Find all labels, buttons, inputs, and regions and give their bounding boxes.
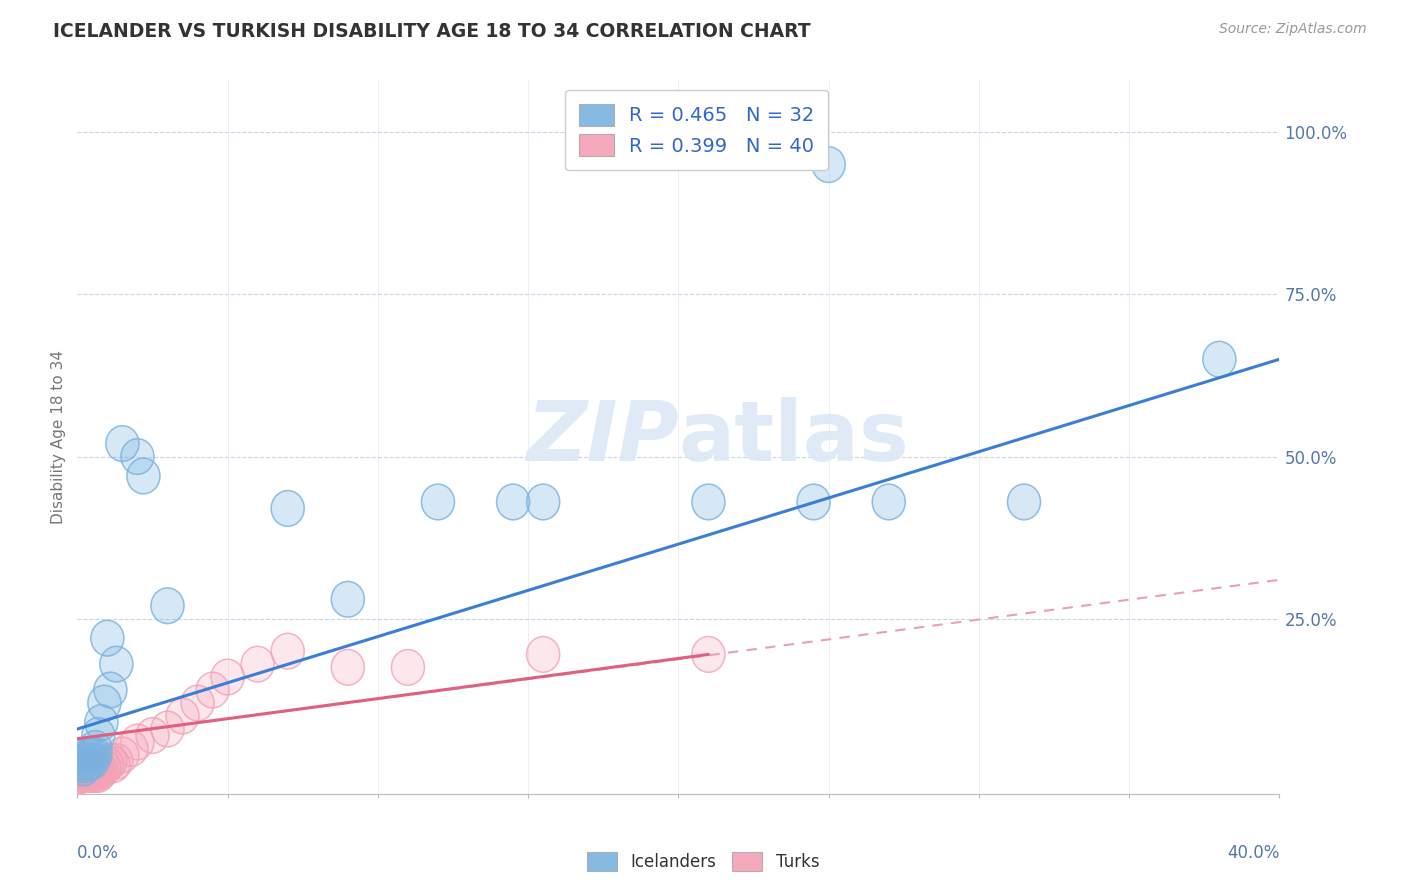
Ellipse shape (87, 750, 121, 786)
Ellipse shape (79, 737, 112, 772)
Ellipse shape (181, 685, 214, 721)
Ellipse shape (70, 754, 103, 789)
Ellipse shape (1008, 484, 1040, 520)
Ellipse shape (76, 754, 108, 789)
Ellipse shape (105, 737, 139, 772)
Ellipse shape (84, 754, 118, 789)
Ellipse shape (73, 737, 105, 772)
Ellipse shape (82, 754, 115, 789)
Ellipse shape (271, 491, 304, 526)
Ellipse shape (100, 647, 134, 682)
Ellipse shape (150, 711, 184, 747)
Ellipse shape (195, 673, 229, 708)
Ellipse shape (79, 756, 112, 792)
Ellipse shape (91, 747, 124, 782)
Ellipse shape (67, 754, 100, 789)
Ellipse shape (166, 698, 200, 734)
Ellipse shape (332, 649, 364, 685)
Ellipse shape (70, 750, 103, 786)
Ellipse shape (94, 744, 127, 780)
Ellipse shape (872, 484, 905, 520)
Ellipse shape (211, 659, 245, 695)
Ellipse shape (100, 744, 134, 780)
Ellipse shape (692, 484, 725, 520)
Ellipse shape (70, 747, 103, 782)
Ellipse shape (105, 425, 139, 461)
Legend: R = 0.465   N = 32, R = 0.399   N = 40: R = 0.465 N = 32, R = 0.399 N = 40 (565, 90, 828, 169)
Ellipse shape (391, 649, 425, 685)
Ellipse shape (136, 718, 169, 754)
Text: atlas: atlas (679, 397, 910, 477)
Ellipse shape (84, 705, 118, 740)
Ellipse shape (73, 754, 105, 789)
Text: ICELANDER VS TURKISH DISABILITY AGE 18 TO 34 CORRELATION CHART: ICELANDER VS TURKISH DISABILITY AGE 18 T… (53, 22, 811, 41)
Ellipse shape (73, 750, 105, 786)
Ellipse shape (127, 458, 160, 494)
Ellipse shape (527, 484, 560, 520)
Ellipse shape (422, 484, 454, 520)
Ellipse shape (67, 750, 100, 786)
Text: 40.0%: 40.0% (1227, 844, 1279, 862)
Legend: Icelanders, Turks: Icelanders, Turks (578, 843, 828, 880)
Ellipse shape (67, 750, 100, 786)
Ellipse shape (79, 731, 112, 766)
Ellipse shape (271, 633, 304, 669)
Ellipse shape (63, 754, 97, 789)
Ellipse shape (76, 737, 108, 772)
Ellipse shape (82, 718, 115, 754)
Ellipse shape (240, 647, 274, 682)
Ellipse shape (76, 750, 108, 786)
Ellipse shape (76, 756, 108, 792)
Ellipse shape (1202, 342, 1236, 377)
Ellipse shape (82, 756, 115, 792)
Ellipse shape (70, 737, 103, 772)
Ellipse shape (67, 744, 100, 780)
Ellipse shape (97, 747, 129, 782)
Ellipse shape (63, 758, 97, 794)
Ellipse shape (150, 588, 184, 624)
Ellipse shape (115, 731, 148, 766)
Text: ZIP: ZIP (526, 397, 679, 477)
Ellipse shape (797, 484, 830, 520)
Ellipse shape (87, 685, 121, 721)
Ellipse shape (79, 754, 112, 789)
Ellipse shape (73, 744, 105, 780)
Ellipse shape (496, 484, 530, 520)
Ellipse shape (692, 637, 725, 673)
Ellipse shape (813, 147, 845, 183)
Y-axis label: Disability Age 18 to 34: Disability Age 18 to 34 (51, 350, 66, 524)
Ellipse shape (63, 756, 97, 792)
Ellipse shape (73, 756, 105, 792)
Ellipse shape (121, 439, 155, 475)
Ellipse shape (527, 637, 560, 673)
Ellipse shape (67, 756, 100, 792)
Text: Source: ZipAtlas.com: Source: ZipAtlas.com (1219, 22, 1367, 37)
Ellipse shape (76, 744, 108, 780)
Ellipse shape (70, 756, 103, 792)
Ellipse shape (332, 582, 364, 617)
Ellipse shape (91, 620, 124, 656)
Ellipse shape (63, 747, 97, 782)
Ellipse shape (94, 673, 127, 708)
Ellipse shape (121, 724, 155, 760)
Text: 0.0%: 0.0% (77, 844, 120, 862)
